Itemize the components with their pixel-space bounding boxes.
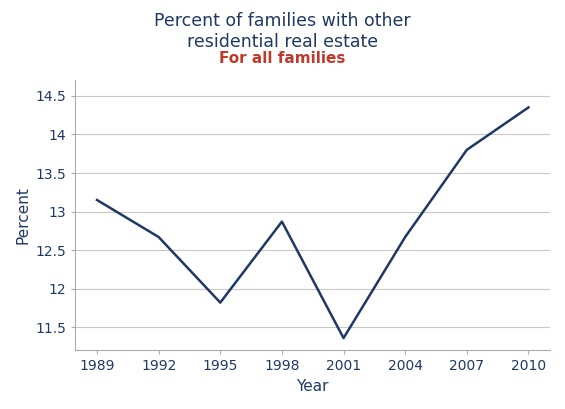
Text: Percent of families with other
residential real estate: Percent of families with other residenti… — [154, 12, 411, 51]
Y-axis label: Percent: Percent — [15, 187, 30, 244]
X-axis label: Year: Year — [297, 379, 329, 394]
Text: For all families: For all families — [219, 51, 346, 66]
